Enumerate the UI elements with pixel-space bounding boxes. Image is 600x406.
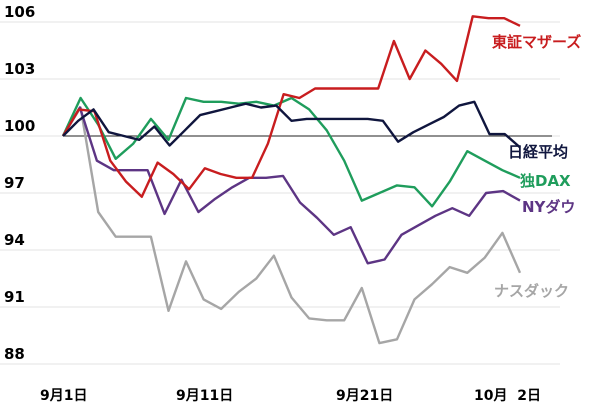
series-line — [61, 106, 521, 265]
y-tick-label: 97 — [4, 174, 25, 192]
x-tick-label: 9月1日 — [40, 388, 87, 404]
y-tick-label: 94 — [4, 231, 25, 249]
x-tick-label: 9月11日 — [176, 388, 233, 404]
x-tick-label: 9月21日 — [336, 388, 393, 404]
series-label-nikkei: 日経平均 — [508, 143, 568, 161]
series-label-mothers: 東証マザーズ — [492, 33, 581, 51]
x-tick-label: 10月 2日 — [474, 388, 541, 404]
y-tick-label: 106 — [4, 3, 35, 21]
y-tick-label: 91 — [4, 288, 25, 306]
series-lines — [61, 15, 522, 345]
series-label-dax: 独DAX — [520, 172, 571, 190]
y-tick-label: 100 — [4, 117, 35, 135]
series-line — [61, 96, 521, 208]
series-label-nasdaq: ナスダック — [494, 282, 569, 300]
series-line — [61, 15, 521, 199]
series-label-dow: NYダウ — [522, 198, 575, 216]
x-axis-ticks: 9月1日 9月11日 9月21日 10月 2日 — [40, 388, 541, 404]
y-axis-ticks: 106 103 100 97 94 91 88 — [4, 3, 35, 363]
series-line — [62, 100, 521, 149]
gridlines — [0, 21, 560, 365]
series-line — [61, 106, 522, 345]
y-tick-label: 88 — [4, 345, 25, 363]
series-labels: 東証マザーズ 日経平均 独DAX NYダウ ナスダック — [492, 33, 581, 300]
y-tick-label: 103 — [4, 60, 35, 78]
